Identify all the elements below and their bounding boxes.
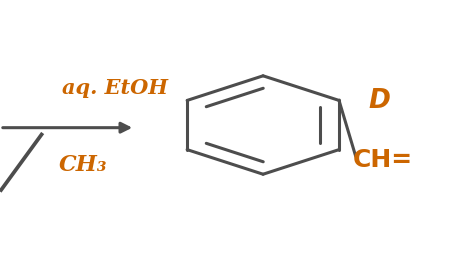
Text: CH₃: CH₃: [59, 154, 107, 176]
Text: D: D: [368, 88, 390, 114]
Text: CH=: CH=: [353, 148, 413, 172]
Text: aq. EtOH: aq. EtOH: [62, 78, 168, 98]
